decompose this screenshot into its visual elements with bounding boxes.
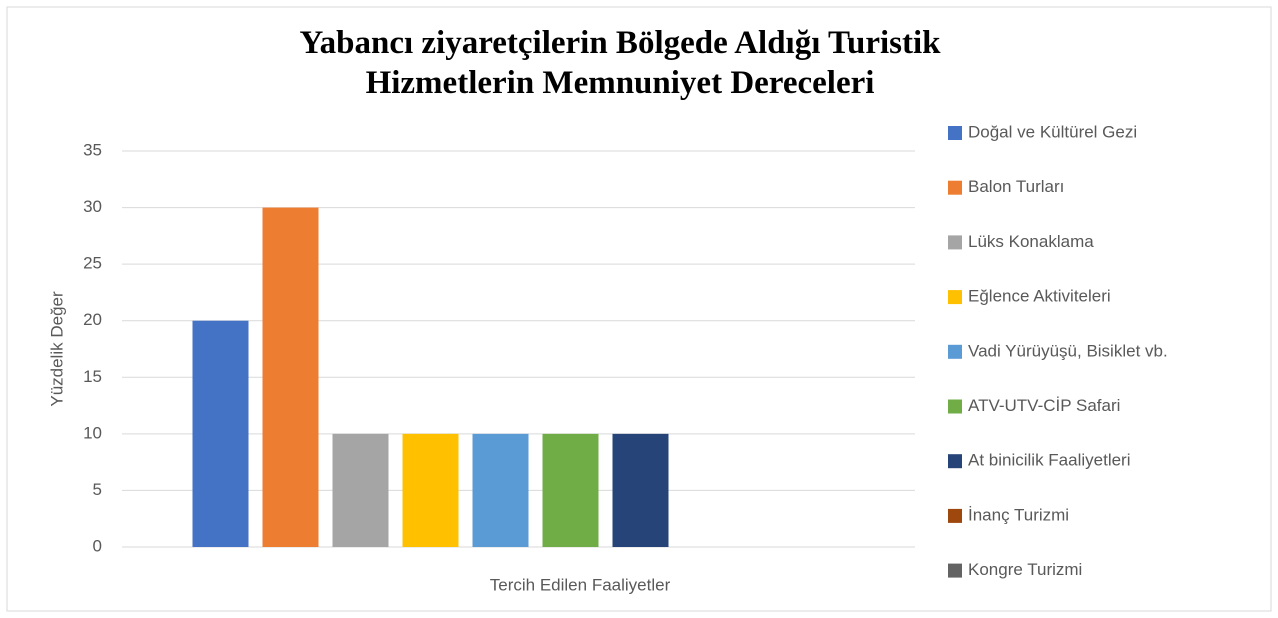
legend-label: Vadi Yürüyüşü, Bisiklet vb. [968,341,1168,360]
y-tick-label: 25 [83,254,102,273]
bar [472,433,529,547]
y-tick-label: 20 [83,310,102,329]
y-tick-label: 30 [83,197,102,216]
legend-swatch [948,180,962,195]
legend-swatch [948,235,962,250]
bar [612,433,669,547]
legend-swatch [948,399,962,414]
legend-label: ATV-UTV-CİP Safari [968,396,1120,415]
x-axis-label: Tercih Edilen Faaliyetler [490,575,671,594]
legend-label: Doğal ve Kültürel Gezi [968,122,1137,141]
y-tick-label: 0 [93,536,102,555]
legend-label: Balon Turları [968,177,1064,196]
bar [192,320,249,547]
bar [262,207,319,548]
legend-swatch [948,563,962,578]
legend-label: Eğlence Aktiviteleri [968,287,1111,306]
legend-label: At binicilik Faaliyetleri [968,451,1131,470]
legend-swatch [948,126,962,140]
y-tick-label: 10 [83,423,102,442]
legend-swatch [948,454,962,469]
y-tick-label: 35 [83,140,102,159]
bar [542,433,599,547]
y-tick-label: 15 [83,367,102,386]
legend-swatch [948,290,962,305]
legend-label: Deve Binicilik Faaliyetleri [968,615,1156,618]
legend-swatch [948,344,962,359]
legend-label: Kongre Turizmi [968,560,1082,579]
chart-title: Yabancı ziyaretçilerin Bölgede Aldığı Tu… [299,25,941,101]
legend-label: Lüks Konaklama [968,232,1094,251]
y-tick-label: 5 [93,480,102,499]
bar [332,433,389,547]
legend-label: İnanç Turizmi [968,505,1069,524]
y-axis-label: Yüzdelik Değer [47,291,66,407]
legend-swatch [948,508,962,523]
bar [402,433,459,547]
